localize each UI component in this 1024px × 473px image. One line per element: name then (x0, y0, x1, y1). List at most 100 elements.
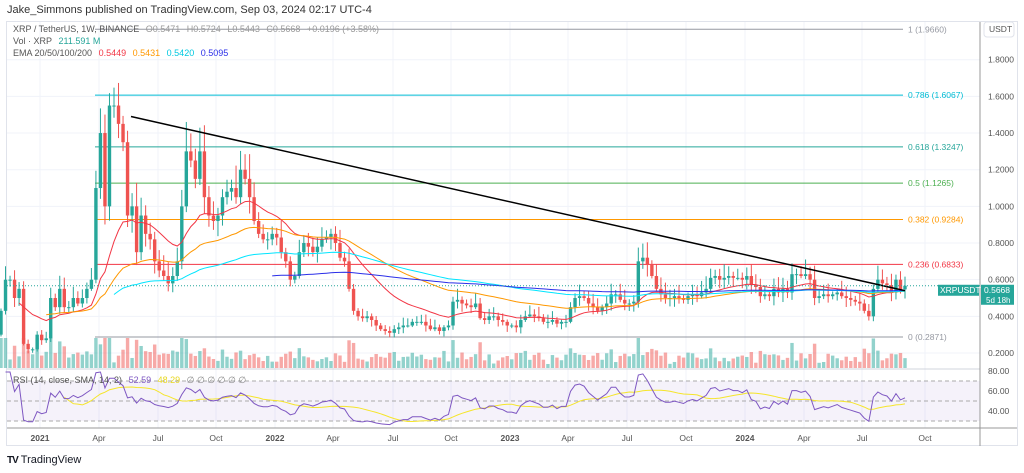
candle-body (424, 321, 428, 326)
candle-body (12, 279, 17, 299)
volume-bar (103, 338, 107, 368)
candle-body (817, 296, 821, 299)
volume-bar (270, 361, 274, 368)
price-tick: 0.2000 (988, 348, 1014, 358)
volume-bar (148, 351, 152, 368)
volume-bar (528, 359, 532, 368)
candle-body (193, 160, 198, 179)
volume-bar (293, 358, 297, 368)
volume-bar (695, 357, 699, 368)
volume-value: 211.591 M (58, 36, 101, 46)
volume-bar (830, 355, 835, 368)
volume-bar (297, 348, 302, 368)
candle-body (722, 277, 726, 280)
volume-bar (650, 348, 654, 368)
time-tick: 2021 (31, 433, 50, 443)
volume-bar (849, 360, 853, 368)
candle-body (189, 151, 193, 161)
candle-body (835, 292, 839, 295)
candle-body (586, 298, 591, 304)
candle-body (53, 298, 57, 308)
volume-bar (835, 358, 839, 368)
candle-body (442, 327, 446, 332)
rsi-label[interactable]: RSI (14, close, SMA, 14, 2) (13, 375, 123, 385)
candle-body (112, 105, 116, 107)
ema-label[interactable]: EMA 20/50/100/200 (13, 48, 93, 58)
candle-body (555, 320, 559, 324)
candle-body (98, 133, 103, 189)
candle-body (736, 277, 740, 279)
candle-body (794, 274, 799, 276)
candle-body (830, 294, 835, 297)
candle-body (727, 276, 731, 278)
time-tick: 2023 (501, 433, 520, 443)
volume-bar (826, 353, 830, 368)
volume-bar (424, 359, 428, 368)
candle-body (143, 215, 148, 234)
volume-bar (157, 354, 161, 368)
volume-bar (406, 356, 410, 368)
candle-body (162, 270, 166, 277)
time-tick: Apr (561, 433, 574, 443)
volume-bar (189, 353, 193, 368)
bar-countdown: 5d 18h (986, 296, 1010, 305)
candle-body (401, 325, 405, 328)
volume-bar (577, 354, 582, 368)
candle-body (446, 325, 451, 328)
volume-bar (708, 348, 713, 368)
candle-body (175, 261, 179, 277)
candle-body (826, 294, 830, 297)
candle-body (103, 133, 107, 207)
volume-bar (586, 359, 591, 368)
candle-body (207, 197, 211, 216)
candle-body (482, 318, 487, 321)
time-tick: Jul (857, 433, 868, 443)
candle-body (356, 310, 360, 317)
volume-bar (44, 351, 48, 368)
ema20-line (18, 200, 906, 322)
candle-body (437, 327, 442, 332)
symbol-title[interactable]: XRP / TetherUS, 1W, BINANCE (13, 24, 140, 34)
volume-bar (35, 338, 39, 368)
candle-body (234, 188, 238, 198)
candle-body (767, 294, 772, 297)
volume-bar (473, 354, 478, 368)
fib-level-label: 1 (1.9660) (908, 24, 947, 34)
tradingview-logo[interactable]: TV TradingView (7, 454, 81, 466)
candle-body (26, 343, 30, 350)
time-tick: Jul (153, 433, 164, 443)
candle-body (623, 299, 627, 304)
candle-body (130, 206, 134, 216)
volume-bar (220, 349, 225, 368)
volume-bar (591, 355, 595, 368)
volume-bar (754, 362, 758, 368)
candle-body (369, 316, 374, 321)
candle-body (202, 151, 207, 198)
rsi-line (5, 371, 906, 426)
candle-body (392, 329, 396, 333)
volume-bar (207, 356, 211, 368)
volume-bar (306, 357, 311, 368)
candle-body (302, 243, 306, 253)
candle-body (582, 296, 586, 299)
symbol-legend: XRP / TetherUS, 1W, BINANCE O0.5471 H0.5… (13, 24, 383, 34)
symbol-tag: XRPUSDT (940, 285, 981, 295)
candle-body (306, 243, 311, 247)
candle-body (198, 151, 202, 179)
volume-legend: Vol · XRP 211.591 M (13, 36, 104, 46)
volume-bar (166, 353, 170, 368)
candle-body (618, 294, 622, 300)
volume-bar (853, 357, 857, 368)
currency-button[interactable] (983, 21, 1015, 38)
volume-bar (3, 338, 8, 368)
volume-bar (401, 356, 405, 368)
volume-bar (767, 354, 772, 368)
fib-level-label: 0.786 (1.6067) (908, 90, 963, 100)
volume-bar (284, 353, 288, 368)
candle-body (211, 215, 216, 222)
candle-body (428, 325, 433, 330)
chart-frame[interactable] (6, 21, 1018, 446)
candle-body (880, 279, 885, 284)
volume-bar (216, 360, 220, 368)
